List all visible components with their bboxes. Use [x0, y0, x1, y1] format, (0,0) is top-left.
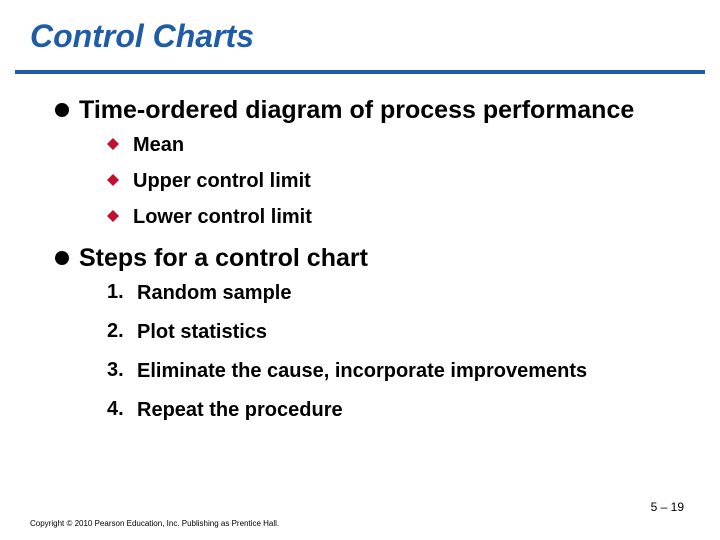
bullet-lvl2-number: 2.: [107, 320, 131, 343]
slide-title: Control Charts: [30, 18, 720, 55]
title-region: Control Charts: [0, 0, 720, 55]
bullet-lvl2-group: Mean Upper control limit Lower control l…: [107, 133, 650, 229]
disc-bullet-icon: [55, 103, 69, 117]
bullet-lvl2-number: 1.: [107, 281, 131, 304]
bullet-lvl2: Mean: [107, 133, 650, 157]
bullet-lvl2-text: Mean: [133, 133, 184, 157]
bullet-lvl2-num: 1. Random sample: [107, 281, 650, 306]
bullet-lvl1: Steps for a control chart: [55, 243, 650, 273]
bullet-lvl2-num: 3. Eliminate the cause, incorporate impr…: [107, 359, 650, 384]
diamond-bullet-icon: [107, 174, 119, 186]
bullet-lvl1: Time-ordered diagram of process performa…: [55, 95, 650, 125]
bullet-lvl2-number: 4.: [107, 398, 131, 421]
bullet-lvl2-num-text: Random sample: [137, 281, 291, 306]
diamond-bullet-icon: [107, 210, 119, 222]
disc-bullet-icon: [55, 251, 69, 265]
copyright-text: Copyright © 2010 Pearson Education, Inc.…: [30, 519, 279, 528]
page-number: 5 – 19: [651, 500, 684, 514]
bullet-lvl2-num-group: 1. Random sample 2. Plot statistics 3. E…: [107, 281, 650, 423]
bullet-lvl2-text: Upper control limit: [133, 169, 311, 193]
bullet-lvl2-text: Lower control limit: [133, 205, 312, 229]
bullet-lvl2-number: 3.: [107, 359, 131, 382]
bullet-lvl2-num-text: Repeat the procedure: [137, 398, 343, 423]
bullet-lvl2: Lower control limit: [107, 205, 650, 229]
bullet-lvl1-text: Time-ordered diagram of process performa…: [79, 95, 634, 125]
bullet-lvl2: Upper control limit: [107, 169, 650, 193]
slide: Control Charts Time-ordered diagram of p…: [0, 0, 720, 540]
bullet-lvl1-text: Steps for a control chart: [79, 243, 368, 273]
slide-body: Time-ordered diagram of process performa…: [55, 95, 650, 437]
diamond-bullet-icon: [107, 138, 119, 150]
title-rule: [15, 70, 705, 74]
bullet-lvl2-num-text: Plot statistics: [137, 320, 267, 345]
bullet-lvl2-num: 2. Plot statistics: [107, 320, 650, 345]
bullet-lvl2-num-text: Eliminate the cause, incorporate improve…: [137, 359, 587, 384]
bullet-lvl2-num: 4. Repeat the procedure: [107, 398, 650, 423]
